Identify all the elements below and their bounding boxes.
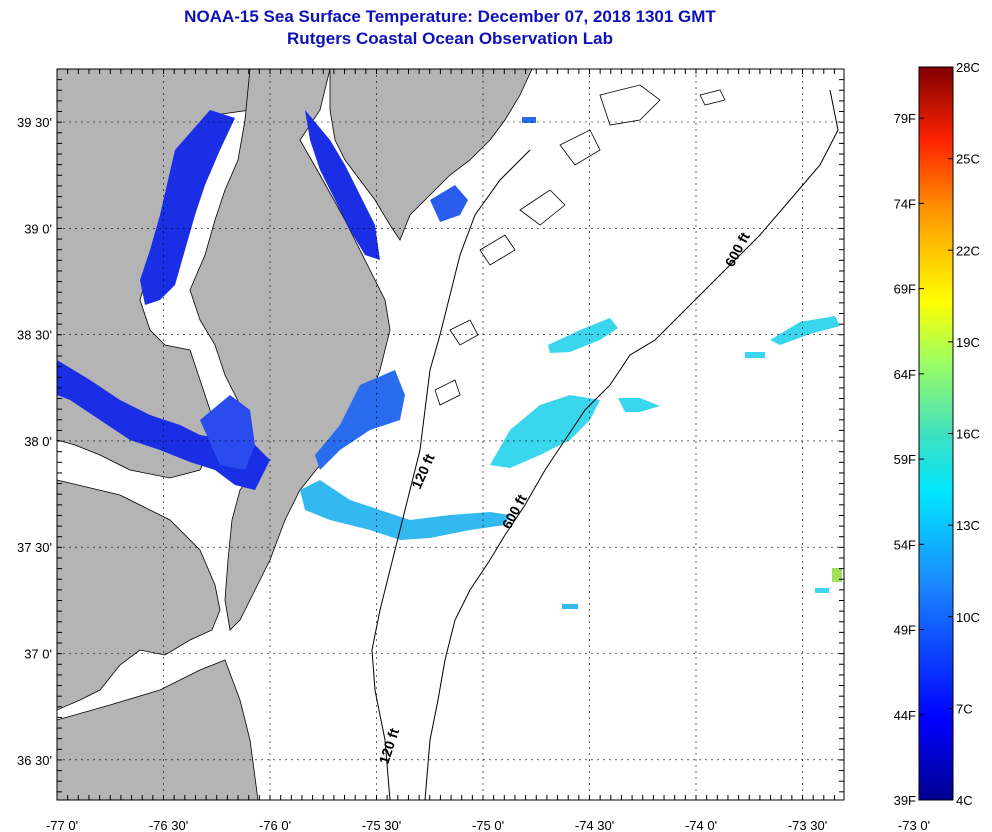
- latitude-label: 38 0': [24, 434, 52, 449]
- title-block: NOAA-15 Sea Surface Temperature: Decembe…: [0, 6, 900, 50]
- delaware-bay-cold-water: [305, 110, 380, 260]
- longitude-label: -73 0': [898, 818, 930, 832]
- fahrenheit-label: 44F: [894, 708, 916, 723]
- contour-120ft: [371, 149, 531, 800]
- celsius-label: 22C: [956, 243, 980, 258]
- shelf-plume-water: [300, 480, 510, 540]
- contour-fragments: [434, 84, 726, 406]
- celsius-label: 16C: [956, 427, 980, 442]
- nj-offshore-patch: [522, 117, 536, 123]
- axis-labels: -77 0' -76 30' -76 0' -75 30' -75 0' -74 30' -…: [17, 115, 930, 832]
- longitude-label: -75 0': [472, 818, 504, 832]
- delmarva-land: [189, 69, 391, 631]
- map-frame: [56, 68, 845, 801]
- offshore-patch-east-small: [618, 398, 660, 412]
- offshore-patch-tiny: [745, 352, 765, 358]
- fahrenheit-label: 59F: [894, 452, 916, 467]
- longitude-label: -77 0': [46, 818, 78, 832]
- celsius-label: 13C: [956, 518, 980, 533]
- longitude-label: -74 30': [575, 818, 614, 832]
- contour-600ft: [424, 89, 839, 800]
- longitude-label: -76 30': [149, 818, 188, 832]
- new-jersey-land: [329, 69, 533, 241]
- latitude-label: 37 0': [24, 647, 52, 662]
- graticule: [56, 68, 844, 800]
- lower-bay-cold-water: [200, 395, 255, 470]
- celsius-label: 19C: [956, 335, 980, 350]
- celsius-label: 4C: [956, 793, 973, 808]
- celsius-label: 28C: [956, 60, 980, 75]
- colorbar-gradient: [918, 66, 954, 801]
- latitude-label: 39 30': [17, 115, 52, 130]
- offshore-patch-east: [770, 316, 840, 345]
- fahrenheit-label: 39F: [894, 793, 916, 808]
- celsius-label: 10C: [956, 610, 980, 625]
- map-content: [57, 69, 844, 800]
- title-line-1: NOAA-15 Sea Surface Temperature: Decembe…: [184, 7, 716, 26]
- mainland-land-south: [57, 479, 221, 711]
- longitude-label: -74 0': [685, 818, 717, 832]
- longitude-label: -76 0': [259, 818, 291, 832]
- carolina-land: [57, 659, 259, 800]
- fahrenheit-label: 64F: [894, 367, 916, 382]
- latitude-label: 37 30': [17, 540, 52, 555]
- fahrenheit-label: 79F: [894, 111, 916, 126]
- fahrenheit-label: 49F: [894, 623, 916, 638]
- east-pixel-patch: [815, 588, 829, 593]
- latitude-label: 39 0': [24, 221, 52, 236]
- longitude-label: -75 30': [362, 818, 401, 832]
- fahrenheit-label: 69F: [894, 282, 916, 297]
- title-line-2: Rutgers Coastal Ocean Observation Lab: [287, 29, 613, 48]
- warm-pixel-patch: [832, 568, 842, 582]
- latitude-label: 36 30': [17, 753, 52, 768]
- fahrenheit-label: 74F: [894, 196, 916, 211]
- celsius-label: 25C: [956, 152, 980, 167]
- offshore-patch-north: [548, 318, 618, 353]
- latitude-label: 38 30': [17, 328, 52, 343]
- celsius-label: 7C: [956, 701, 973, 716]
- longitude-label: -73 30': [788, 818, 827, 832]
- colorbar-labels: 28C 25C 22C 19C 16C 13C 10C 7C 4C 79F 74F 69F 64F 59F…: [894, 60, 980, 808]
- offshore-warm-band: [490, 395, 600, 468]
- cape-may-cold-water: [430, 185, 468, 222]
- fahrenheit-label: 54F: [894, 537, 916, 552]
- southern-patch: [562, 604, 578, 609]
- coastal-cold-water: [315, 370, 405, 470]
